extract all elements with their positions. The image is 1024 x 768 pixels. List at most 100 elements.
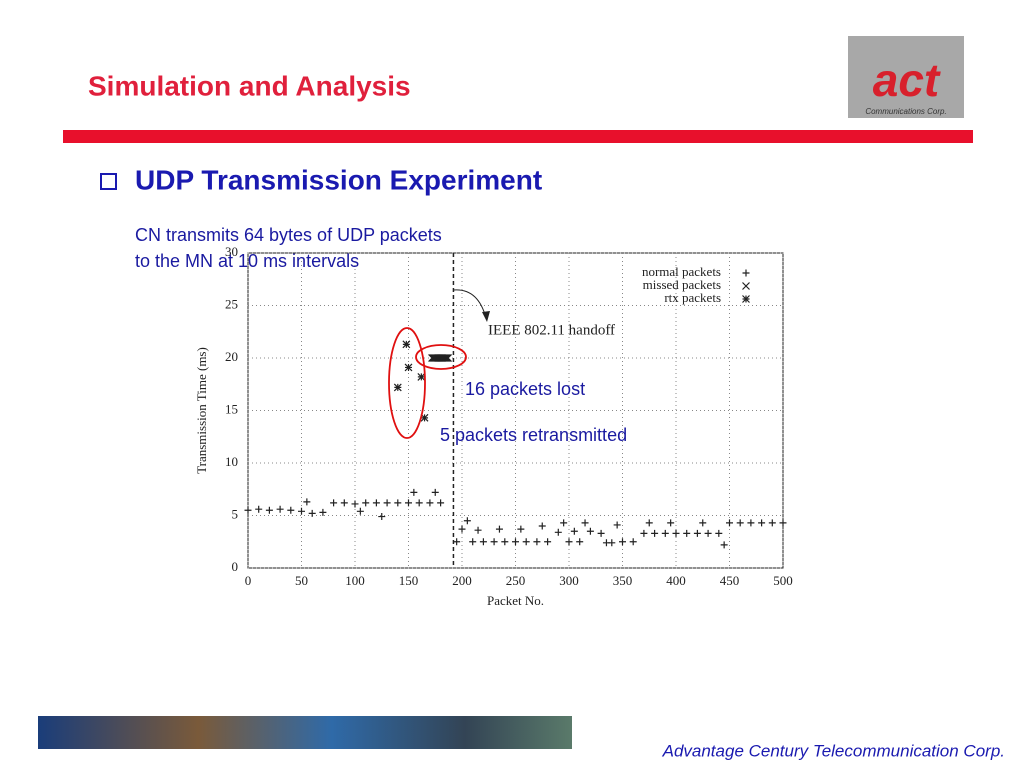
footer: Advantage Century Telecommunication Corp… — [662, 741, 1005, 760]
point — [683, 529, 691, 537]
legend-marker — [742, 269, 750, 277]
legend-label: missed packets — [643, 277, 721, 292]
point — [440, 354, 449, 362]
y-tick-label: 25 — [225, 296, 238, 311]
description: to the MN at 10 ms intervals — [135, 251, 359, 271]
logo-caption: Communications Corp. — [865, 107, 946, 116]
point — [244, 506, 252, 514]
x-tick-label: 450 — [720, 573, 740, 588]
callout: 16 packets lost — [465, 379, 585, 399]
point — [420, 413, 429, 422]
bullet — [100, 173, 117, 190]
logo-mark: act — [873, 54, 941, 106]
point — [512, 538, 519, 546]
x-tick-label: 500 — [773, 573, 793, 588]
handoff-arrow-head — [482, 311, 490, 322]
point — [758, 519, 766, 527]
point — [544, 538, 552, 546]
rtx-oval — [388, 327, 426, 439]
point — [490, 538, 498, 546]
point — [405, 499, 412, 507]
point — [581, 519, 589, 527]
point — [629, 538, 637, 546]
y-tick-label: 0 — [232, 559, 239, 574]
callout: 5 packets retransmitted — [440, 425, 627, 445]
point — [393, 383, 402, 392]
point — [255, 505, 263, 513]
point — [442, 354, 450, 362]
legend-label: rtx packets — [664, 290, 721, 305]
point — [444, 354, 453, 362]
point — [298, 507, 305, 515]
missed-oval — [415, 344, 467, 370]
x-tick-label: 350 — [613, 573, 633, 588]
x-tick-label: 50 — [295, 573, 308, 588]
point — [443, 354, 451, 362]
x-tick-label: 200 — [452, 573, 472, 588]
handoff-label: IEEE 802.11 handoff — [488, 322, 615, 338]
point — [779, 519, 787, 527]
x-tick-label: 300 — [559, 573, 579, 588]
point — [597, 529, 605, 537]
point — [768, 519, 776, 527]
point — [495, 525, 503, 533]
point — [667, 519, 675, 527]
point — [619, 538, 626, 546]
point — [303, 498, 311, 506]
title-rule — [63, 130, 973, 143]
point — [437, 499, 445, 507]
x-tick-label: 250 — [506, 573, 526, 588]
heading: UDP Transmission Experiment — [135, 164, 542, 195]
logo-box — [848, 36, 964, 118]
point — [699, 519, 707, 527]
point — [736, 519, 744, 527]
point — [340, 499, 348, 507]
point — [417, 372, 426, 381]
y-tick-label: 20 — [225, 349, 238, 364]
point — [672, 529, 680, 537]
y-tick-label: 15 — [225, 401, 238, 416]
point — [522, 538, 530, 546]
point — [426, 499, 434, 507]
point — [372, 499, 380, 507]
handoff-arrow — [453, 289, 487, 319]
point — [693, 529, 701, 537]
point — [378, 513, 386, 521]
point — [538, 522, 546, 530]
x-axis-label: Packet No. — [487, 593, 544, 608]
point — [608, 539, 616, 547]
point — [565, 538, 573, 546]
point — [415, 499, 423, 507]
point — [287, 506, 295, 514]
point — [651, 529, 659, 537]
point — [715, 529, 723, 537]
point — [560, 519, 568, 527]
x-tick-label: 400 — [666, 573, 686, 588]
legend-label: normal packets — [642, 264, 721, 279]
slide-title: Simulation and Analysis — [88, 70, 411, 101]
point — [576, 538, 584, 546]
legend-marker — [742, 295, 750, 303]
footer-image — [38, 716, 572, 749]
point — [402, 340, 411, 349]
point — [517, 525, 525, 533]
point — [362, 499, 370, 507]
legend-marker — [742, 282, 750, 290]
y-tick-label: 5 — [232, 506, 239, 521]
point — [356, 507, 364, 515]
point — [501, 538, 509, 546]
point — [308, 509, 316, 517]
y-tick-label: 10 — [225, 454, 238, 469]
point — [533, 538, 541, 546]
point — [469, 538, 477, 546]
point — [661, 529, 669, 537]
y-axis-label: Transmission Time (ms) — [194, 347, 209, 474]
point — [276, 505, 284, 513]
point — [394, 499, 402, 507]
point — [319, 508, 327, 516]
point — [351, 500, 359, 508]
point — [554, 528, 562, 536]
y-tick-label: 30 — [225, 244, 238, 259]
